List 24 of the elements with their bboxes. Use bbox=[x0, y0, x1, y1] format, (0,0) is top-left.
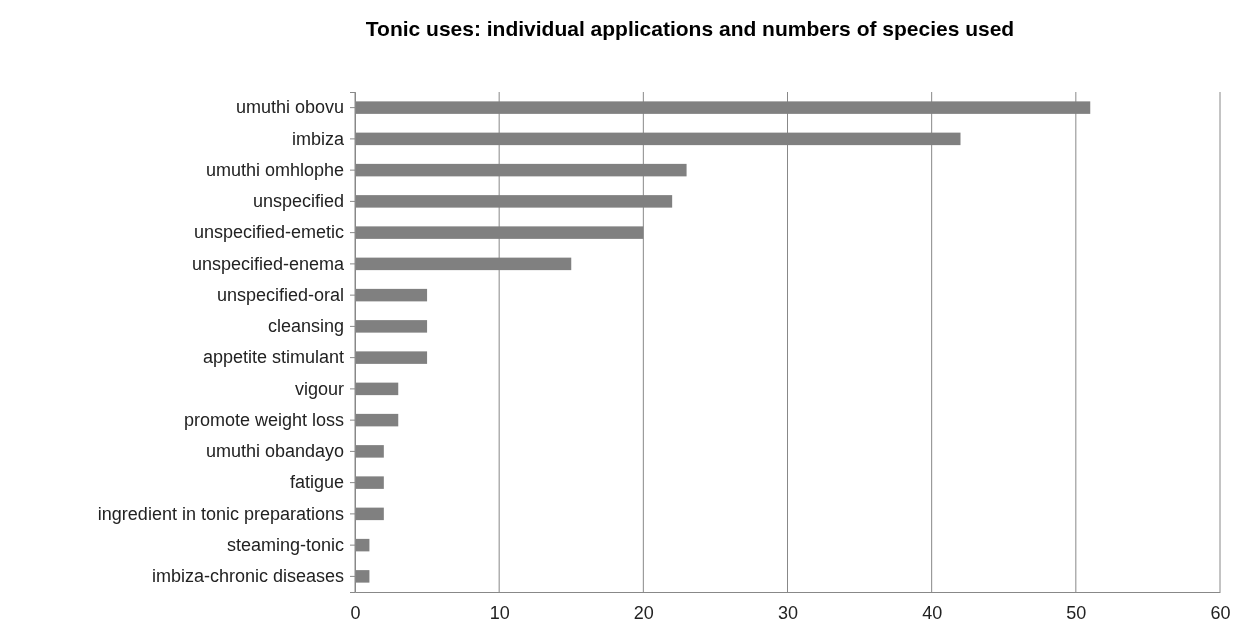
y-tick-label: appetite stimulant bbox=[202, 347, 344, 368]
y-tick-label: unspecified-oral bbox=[216, 284, 344, 305]
y-tick-label: unspecified bbox=[252, 191, 344, 212]
y-tick-label: ingredient in tonic preparations bbox=[97, 503, 344, 524]
y-tick-label: cleansing bbox=[267, 316, 344, 337]
y-tick-label: unspecified-enema bbox=[191, 253, 345, 274]
x-tick-label: 0 bbox=[350, 602, 361, 623]
x-tick-label: 60 bbox=[1210, 602, 1231, 623]
y-tick-label: unspecified-emetic bbox=[193, 222, 344, 243]
x-tick-label: 10 bbox=[489, 602, 510, 623]
y-tick-label: umuthi obandayo bbox=[205, 441, 344, 462]
y-tick-label: umuthi obovu bbox=[235, 97, 344, 118]
chart-title: Tonic uses: individual applications and numbers of species used bbox=[365, 17, 1015, 40]
y-tick-label: steaming-tonic bbox=[226, 534, 344, 555]
x-tick-label: 50 bbox=[1066, 602, 1087, 623]
y-tick-label: fatigue bbox=[289, 472, 344, 493]
y-tick-label: umuthi omhlophe bbox=[205, 159, 344, 180]
y-tick-label: promote weight loss bbox=[183, 409, 344, 430]
y-tick-label: vigour bbox=[294, 378, 344, 399]
x-tick-label: 30 bbox=[777, 602, 799, 623]
y-tick-label: imbiza-chronic diseases bbox=[151, 566, 344, 587]
x-tick-label: 40 bbox=[922, 602, 943, 623]
x-tick-label: 20 bbox=[633, 602, 654, 623]
y-tick-label: imbiza bbox=[291, 128, 345, 149]
